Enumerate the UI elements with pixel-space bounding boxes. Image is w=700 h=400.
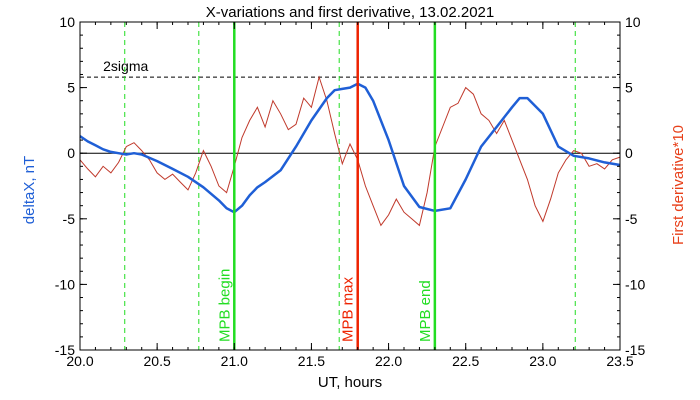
y-tick-label-right: -5 [625, 211, 638, 227]
x-tick-label: 21.5 [298, 353, 325, 369]
y-tick-label-right: -10 [625, 276, 645, 292]
y-tick-label-right: 10 [625, 14, 641, 30]
event-label-0: MPB begin [216, 269, 233, 342]
x-tick-label: 22.0 [375, 353, 402, 369]
y-axis-title-right: First derivative*10 [670, 125, 687, 245]
x-tick-label: 20.5 [144, 353, 171, 369]
series-derivative-line [79, 75, 621, 227]
x-tick-label: 23.5 [606, 353, 633, 369]
x-tick-label: 20.0 [66, 353, 93, 369]
series-deltax-line [79, 82, 621, 214]
y-tick-label-left: 5 [67, 80, 75, 96]
x-tick-label: 21.0 [221, 353, 248, 369]
plot-area: 2sigma MPB begin MPB max MPB end 20.0 20.5 21.… [55, 14, 646, 369]
y-tick-label-right: 5 [625, 80, 633, 96]
x-tick-label: 22.5 [452, 353, 479, 369]
chart-title: X-variations and first derivative, 13.02… [206, 4, 495, 21]
y-tick-label-right: -15 [625, 342, 645, 358]
sigma-label: 2sigma [103, 58, 148, 74]
x-axis-title: UT, hours [318, 374, 382, 391]
event-label-1: MPB max [340, 276, 357, 342]
y-tick-label-left: 0 [67, 145, 75, 161]
x-tick-label: 23.0 [529, 353, 556, 369]
event-label-2: MPB end [417, 280, 434, 342]
y-axis-title-left: deltaX, nT [21, 156, 38, 224]
y-tick-label-left: -15 [55, 342, 75, 358]
y-tick-label-left: 10 [59, 14, 75, 30]
y-tick-label-right: 0 [625, 145, 633, 161]
y-tick-label-left: -5 [63, 211, 76, 227]
plot-frame [79, 21, 621, 351]
y-tick-label-left: -10 [55, 276, 75, 292]
